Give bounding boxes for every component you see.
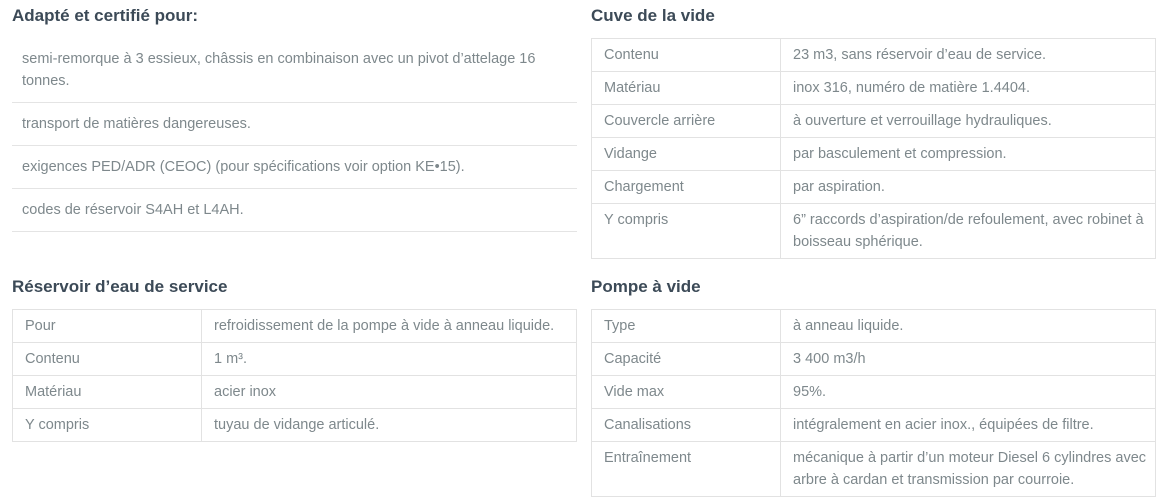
section-certified: Adapté et certifié pour: semi-remorque à… [12, 5, 577, 259]
section-title-cuve: Cuve de la vide [591, 6, 715, 25]
spec-label-cell: Matériau [12, 375, 202, 409]
spec-label-cell: Matériau [591, 71, 781, 105]
spec-label-cell: Vidange [591, 137, 781, 171]
spec-label-cell: Chargement [591, 170, 781, 204]
list-item: transport de matières dangereuses. [12, 103, 577, 146]
spec-value-cell: 23 m3, sans réservoir d’eau de service. [780, 38, 1156, 72]
certified-list: semi-remorque à 3 essieux, châssis en co… [12, 38, 577, 232]
section-title-certified: Adapté et certifié pour: [12, 6, 199, 25]
spec-label-cell: Type [591, 309, 781, 343]
spec-label-cell: Y compris [12, 408, 202, 442]
spec-value-cell: 3 400 m3/h [780, 342, 1156, 376]
spec-label-cell: Entraînement [591, 441, 781, 497]
section-reservoir: Réservoir d’eau de service Pour refroidi… [12, 276, 577, 497]
spec-label-cell: Y compris [591, 203, 781, 259]
spec-label-cell: Capacité [591, 342, 781, 376]
spec-value-cell: par basculement et compression. [780, 137, 1156, 171]
spec-value-cell: à anneau liquide. [780, 309, 1156, 343]
spec-label-cell: Couvercle arrière [591, 104, 781, 138]
pompe-spec-table: Type à anneau liquide. Capacité 3 400 m3… [591, 309, 1156, 497]
section-title-reservoir: Réservoir d’eau de service [12, 277, 228, 296]
spec-value-cell: intégralement en acier inox., équipées d… [780, 408, 1156, 442]
spec-label-cell: Contenu [12, 342, 202, 376]
spec-label-cell: Pour [12, 309, 202, 343]
cuve-spec-table: Contenu 23 m3, sans réservoir d’eau de s… [591, 38, 1156, 259]
table-row: Y compris 6” raccords d’aspiration/de re… [591, 203, 1156, 259]
table-row: Matériau inox 316, numéro de matière 1.4… [591, 71, 1156, 105]
spec-value-cell: acier inox [201, 375, 577, 409]
table-row: Chargement par aspiration. [591, 170, 1156, 204]
spec-value-cell: à ouverture et verrouillage hydrauliques… [780, 104, 1156, 138]
spec-label-cell: Contenu [591, 38, 781, 72]
section-pompe: Pompe à vide Type à anneau liquide. Capa… [591, 276, 1156, 497]
table-row: Type à anneau liquide. [591, 309, 1156, 343]
list-item: codes de réservoir S4AH et L4AH. [12, 189, 577, 232]
spec-value-cell: 95%. [780, 375, 1156, 409]
table-row: Matériau acier inox [12, 375, 577, 409]
table-row: Contenu 23 m3, sans réservoir d’eau de s… [591, 38, 1156, 72]
table-row: Pour refroidissement de la pompe à vide … [12, 309, 577, 343]
table-row: Vidange par basculement et compression. [591, 137, 1156, 171]
spec-value-cell: tuyau de vidange articulé. [201, 408, 577, 442]
table-row: Capacité 3 400 m3/h [591, 342, 1156, 376]
spec-value-cell: 1 m³. [201, 342, 577, 376]
list-item: exigences PED/ADR (CEOC) (pour spécifica… [12, 146, 577, 189]
spec-value-cell: 6” raccords d’aspiration/de refoulement,… [780, 203, 1156, 259]
spec-value-cell: mécanique à partir d’un moteur Diesel 6 … [780, 441, 1156, 497]
table-row: Vide max 95%. [591, 375, 1156, 409]
table-row: Y compris tuyau de vidange articulé. [12, 408, 577, 442]
spec-label-cell: Canalisations [591, 408, 781, 442]
spec-value-cell: inox 316, numéro de matière 1.4404. [780, 71, 1156, 105]
table-row: Entraînement mécanique à partir d’un mot… [591, 441, 1156, 497]
section-title-pompe: Pompe à vide [591, 277, 701, 296]
spec-value-cell: par aspiration. [780, 170, 1156, 204]
section-cuve: Cuve de la vide Contenu 23 m3, sans rése… [591, 5, 1156, 259]
spec-value-cell: refroidissement de la pompe à vide à ann… [201, 309, 577, 343]
list-item: semi-remorque à 3 essieux, châssis en co… [12, 38, 577, 103]
reservoir-spec-table: Pour refroidissement de la pompe à vide … [12, 309, 577, 442]
table-row: Couvercle arrière à ouverture et verroui… [591, 104, 1156, 138]
table-row: Canalisations intégralement en acier ino… [591, 408, 1156, 442]
spec-label-cell: Vide max [591, 375, 781, 409]
table-row: Contenu 1 m³. [12, 342, 577, 376]
